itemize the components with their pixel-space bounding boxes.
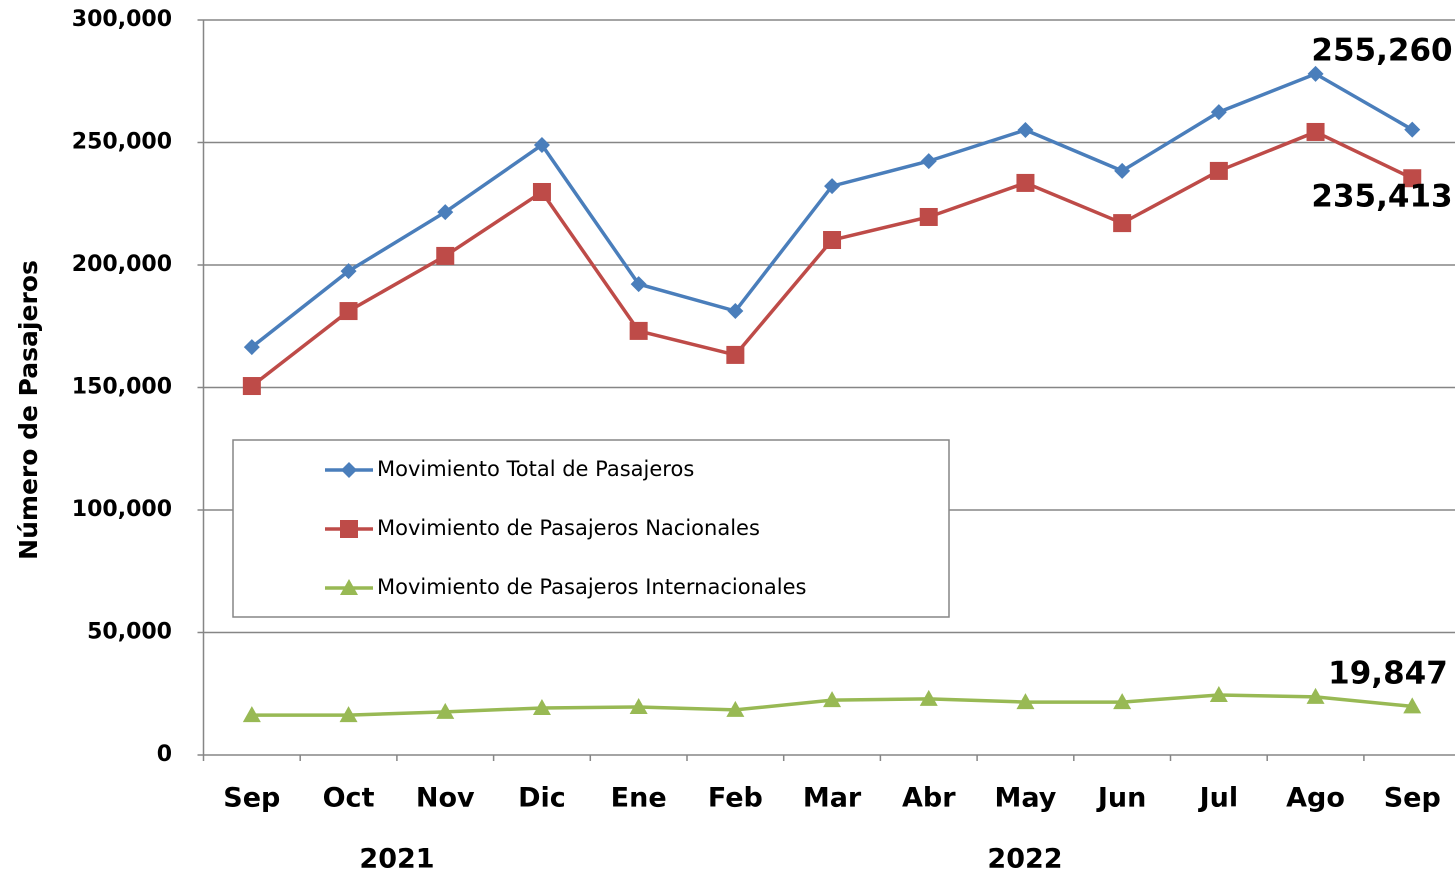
- marker: [339, 706, 358, 723]
- marker: [339, 302, 358, 321]
- x-tick-label: Ago: [1286, 783, 1345, 814]
- y-tick-label: 50,000: [87, 620, 172, 645]
- x-tick-label: Sep: [223, 783, 280, 814]
- marker: [532, 698, 551, 715]
- marker: [242, 706, 261, 723]
- x-tick-label: Mar: [803, 783, 862, 814]
- data-label: 235,413: [1311, 179, 1452, 215]
- marker: [1017, 122, 1034, 139]
- x-tick-label: Abr: [902, 783, 956, 814]
- marker: [823, 691, 842, 708]
- marker: [1209, 685, 1228, 702]
- data-label: 255,260: [1311, 33, 1452, 69]
- marker: [1016, 693, 1035, 710]
- marker: [340, 520, 358, 538]
- marker: [1307, 65, 1324, 82]
- x-tick-label: Ene: [611, 783, 667, 814]
- x-tick-label: Oct: [323, 783, 375, 814]
- marker: [341, 462, 357, 478]
- x-tick-label: Jun: [1096, 783, 1147, 814]
- legend-label: Movimiento de Pasajeros Nacionales: [377, 516, 760, 540]
- y-tick-label: 200,000: [72, 252, 172, 277]
- marker: [1016, 173, 1035, 192]
- x-tick-label: May: [995, 783, 1057, 814]
- marker: [1403, 697, 1422, 714]
- marker: [436, 702, 455, 719]
- marker: [1306, 122, 1325, 141]
- marker: [1306, 687, 1325, 704]
- x-tick-label: Nov: [416, 783, 475, 814]
- marker: [243, 339, 260, 356]
- marker: [726, 700, 745, 717]
- marker: [436, 246, 455, 265]
- y-tick-label: 300,000: [72, 7, 172, 32]
- marker: [437, 204, 454, 221]
- marker: [1113, 693, 1132, 710]
- marker: [533, 136, 550, 153]
- x-tick-label: Jul: [1198, 783, 1239, 814]
- series-line: [250, 130, 1414, 388]
- marker: [630, 276, 647, 293]
- marker: [1113, 214, 1132, 233]
- marker: [532, 182, 551, 201]
- marker: [1403, 169, 1422, 188]
- year-label: 2022: [987, 844, 1062, 875]
- legend-label: Movimiento Total de Pasajeros: [377, 457, 694, 481]
- x-tick-label: Dic: [518, 783, 566, 814]
- series-line: [250, 71, 1414, 349]
- marker: [242, 377, 261, 396]
- marker: [340, 579, 358, 595]
- marker: [919, 689, 938, 706]
- y-tick-label: 150,000: [72, 375, 172, 400]
- y-tick-label: 100,000: [72, 497, 172, 522]
- marker: [1404, 121, 1421, 138]
- legend-label: Movimiento de Pasajeros Internacionales: [377, 575, 806, 599]
- marker: [823, 231, 842, 250]
- marker: [1210, 104, 1227, 121]
- y-axis-label: Número de Pasajeros: [14, 260, 43, 560]
- x-tick-label: Feb: [708, 783, 763, 814]
- marker: [824, 178, 841, 195]
- marker: [727, 303, 744, 320]
- y-tick-label: 250,000: [72, 130, 172, 155]
- data-label: 19,847: [1328, 656, 1448, 692]
- x-tick-label: Sep: [1384, 783, 1441, 814]
- marker: [629, 321, 648, 340]
- marker: [1114, 162, 1131, 179]
- marker: [629, 697, 648, 714]
- marker: [340, 263, 357, 280]
- marker: [920, 153, 937, 170]
- year-label: 2021: [359, 844, 434, 875]
- marker: [1209, 161, 1228, 180]
- marker: [919, 207, 938, 226]
- y-tick-label: 0: [157, 742, 172, 767]
- marker: [726, 345, 745, 364]
